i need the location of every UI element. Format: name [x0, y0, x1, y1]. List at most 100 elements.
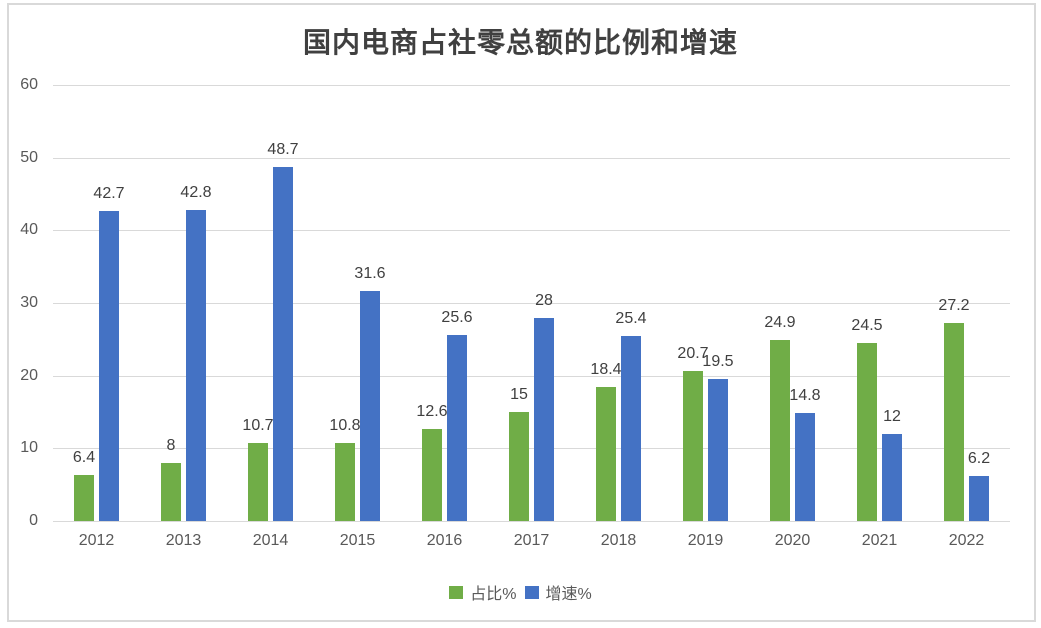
legend-item-占比%: 占比%	[449, 580, 517, 604]
data-label-增速%-2019: 19.5	[702, 353, 734, 371]
data-label-增速%-2016: 25.6	[441, 308, 473, 326]
data-label-增速%-2021: 12	[883, 407, 901, 425]
chart-title: 国内电商占社零总额的比例和增速	[302, 26, 738, 59]
bar-占比%-2014	[248, 443, 268, 521]
bar-wrapper: 25.6	[441, 309, 473, 521]
bar-增速%-2019	[708, 379, 728, 521]
x-tick-label-2022: 2022	[948, 532, 985, 549]
bar-wrapper: 42.8	[180, 185, 212, 521]
bar-占比%-2012	[74, 474, 94, 521]
bar-group-2014: 10.7 48.7	[227, 85, 314, 521]
data-label-增速%-2018: 25.4	[615, 310, 647, 328]
data-label-增速%-2017: 28	[535, 291, 553, 309]
data-label-占比%-2022: 27.2	[938, 297, 970, 315]
legend-swatch-icon	[449, 585, 464, 599]
bar-占比%-2019	[683, 370, 703, 521]
gridline-50	[53, 157, 1010, 159]
y-tick-label: 40	[20, 221, 38, 239]
x-tick-label-2018: 2018	[600, 532, 637, 549]
bar-wrapper: 27.2	[938, 298, 970, 521]
bar-wrapper: 24.5	[851, 317, 883, 521]
data-label-占比%-2015: 10.8	[329, 416, 361, 434]
data-label-增速%-2013: 42.8	[180, 184, 212, 201]
bar-wrapper: 19.5	[702, 354, 734, 521]
bar-group-2019: 20.7 19.5	[662, 85, 749, 521]
x-tick-label-2013: 2013	[165, 532, 202, 549]
bar-占比%-2016	[422, 429, 442, 521]
bar-group-2021: 24.5 12	[836, 85, 923, 521]
bar-占比%-2022	[944, 323, 964, 521]
bar-增速%-2018	[621, 336, 641, 521]
bar-wrapper: 25.4	[615, 311, 647, 521]
y-tick-label: 20	[20, 366, 38, 384]
legend-label: 占比%	[470, 586, 517, 603]
data-label-增速%-2022: 6.2	[967, 449, 991, 467]
gridline-30	[53, 303, 1010, 304]
bar-group-2020: 24.9 14.8	[749, 85, 836, 521]
y-tick-label: 50	[20, 148, 38, 166]
legend-label: 增速%	[545, 586, 592, 603]
plot-area: 6.4 42.7 8 42.8 10.7 48.7 10.8 31.6 12.6 25.6 15 28…	[53, 85, 1010, 522]
gridline-0	[53, 521, 1010, 522]
bar-增速%-2021	[882, 433, 902, 521]
bar-wrapper: 8	[161, 437, 181, 521]
bar-wrapper: 28	[534, 292, 554, 521]
bar-wrapper: 12.6	[416, 404, 448, 521]
bar-group-2016: 12.6 25.6	[401, 85, 488, 521]
data-label-占比%-2020: 24.9	[764, 314, 796, 332]
bar-增速%-2015	[360, 291, 380, 521]
bar-group-2015: 10.8 31.6	[314, 85, 401, 521]
bar-wrapper: 48.7	[267, 142, 299, 521]
data-label-占比%-2012: 6.4	[72, 448, 96, 466]
bar-wrapper: 10.8	[329, 417, 361, 521]
data-label-增速%-2012: 42.7	[93, 184, 125, 202]
data-label-占比%-2021: 24.5	[851, 316, 883, 334]
data-label-增速%-2020: 14.8	[789, 387, 821, 405]
bar-wrapper: 15	[509, 387, 529, 521]
x-tick-label-2019: 2019	[687, 532, 724, 549]
bar-group-2017: 15 28	[488, 85, 575, 521]
bar-占比%-2020	[770, 340, 790, 521]
x-axis: 2012 2013 2014 2015 2016 2017 2018 2019 2020 2021…	[53, 531, 1010, 551]
legend-swatch-icon	[524, 585, 539, 599]
data-label-增速%-2014: 48.7	[267, 141, 299, 159]
legend-item-增速%: 增速%	[524, 580, 592, 604]
bar-占比%-2017	[509, 412, 529, 521]
bar-wrapper: 31.6	[354, 266, 386, 521]
x-tick-label-2017: 2017	[513, 532, 550, 549]
bar-wrapper: 42.7	[93, 185, 125, 521]
bar-group-2022: 27.2 6.2	[923, 85, 1010, 521]
bar-占比%-2013	[161, 462, 181, 521]
gridline-20	[53, 375, 1010, 377]
y-tick-label: 60	[20, 76, 38, 93]
gridline-40	[53, 230, 1010, 232]
gridline-60	[53, 85, 1010, 86]
bar-wrapper: 6.2	[968, 450, 990, 521]
bar-group-2012: 6.4 42.7	[53, 85, 140, 521]
y-tick-label: 0	[29, 512, 38, 529]
bar-增速%-2022	[969, 475, 989, 521]
x-tick-label-2021: 2021	[861, 532, 898, 549]
bar-group-2013: 8 42.8	[140, 85, 227, 521]
data-label-占比%-2018: 18.4	[590, 361, 622, 379]
bar-增速%-2016	[447, 334, 467, 521]
data-label-占比%-2013: 8	[166, 436, 176, 454]
bar-wrapper: 24.9	[764, 315, 796, 521]
bar-占比%-2021	[857, 342, 877, 521]
bar-占比%-2018	[596, 387, 616, 521]
data-label-增速%-2015: 31.6	[354, 265, 386, 283]
bar-wrapper: 18.4	[590, 362, 622, 521]
bar-groups: 6.4 42.7 8 42.8 10.7 48.7 10.8 31.6 12.6 25.6 15 28…	[53, 85, 1010, 521]
bar-增速%-2020	[795, 413, 815, 521]
data-label-占比%-2016: 12.6	[416, 403, 448, 421]
gridline-10	[53, 448, 1010, 450]
bar-wrapper: 20.7	[677, 345, 709, 521]
data-label-占比%-2017: 15	[510, 386, 528, 403]
y-tick-label: 10	[20, 439, 38, 457]
y-axis: 0 10 20 30 40 50 60	[2, 76, 44, 529]
x-tick-label-2012: 2012	[78, 532, 115, 549]
bar-wrapper: 12	[882, 408, 902, 521]
bar-增速%-2012	[99, 210, 119, 521]
y-tick-label: 30	[20, 294, 38, 311]
